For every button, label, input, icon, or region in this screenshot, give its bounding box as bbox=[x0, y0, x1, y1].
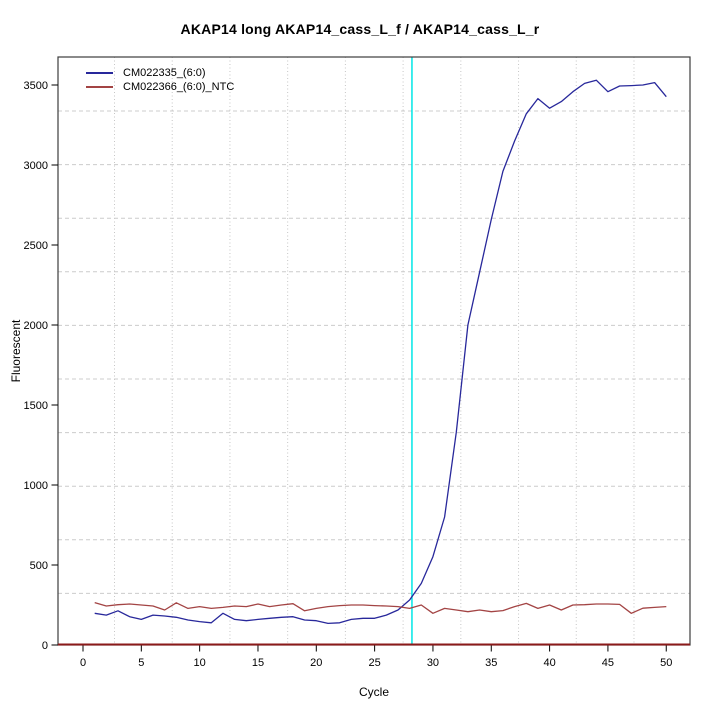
legend-line-swatch-series1 bbox=[86, 72, 113, 74]
x-tick-label: 45 bbox=[602, 657, 614, 669]
x-tick-label: 20 bbox=[310, 657, 322, 669]
chart-title: AKAP14 long AKAP14_cass_L_f / AKAP14_cas… bbox=[180, 21, 540, 37]
y-axis-label: Fluorescent bbox=[9, 319, 23, 383]
series-line-sample bbox=[94, 79, 667, 625]
series-line-ntc bbox=[94, 601, 667, 614]
x-tick-label: 10 bbox=[194, 657, 206, 669]
y-tick-label: 2000 bbox=[24, 320, 48, 332]
legend-label-series2: CM022366_(6:0)_NTC bbox=[123, 81, 235, 93]
legend: CM022335_(6:0) CM022366_(6:0)_NTC bbox=[86, 66, 234, 94]
x-tick-label: 30 bbox=[427, 657, 439, 669]
x-tick-label: 15 bbox=[252, 657, 264, 669]
y-tick-label: 2500 bbox=[24, 240, 48, 252]
x-tick-label: 35 bbox=[485, 657, 497, 669]
x-tick-label: 0 bbox=[80, 657, 86, 669]
legend-line-swatch-series2 bbox=[86, 86, 113, 88]
y-tick-label: 1000 bbox=[24, 480, 48, 492]
x-tick-label: 25 bbox=[369, 657, 381, 669]
y-tick-label: 3000 bbox=[24, 160, 48, 172]
legend-label-series1: CM022335_(6:0) bbox=[123, 67, 206, 79]
y-tick-label: 1500 bbox=[24, 400, 48, 412]
plot-border bbox=[57, 56, 691, 646]
legend-item: CM022366_(6:0)_NTC bbox=[86, 80, 234, 94]
x-tick-label: 5 bbox=[138, 657, 144, 669]
y-tick-label: 3500 bbox=[24, 80, 48, 92]
x-tick-label: 50 bbox=[660, 657, 672, 669]
y-tick-label: 0 bbox=[42, 640, 48, 652]
y-tick-label: 500 bbox=[30, 560, 48, 572]
x-axis-label: Cycle bbox=[358, 685, 389, 699]
legend-item: CM022335_(6:0) bbox=[86, 66, 234, 80]
x-tick-label: 40 bbox=[543, 657, 555, 669]
